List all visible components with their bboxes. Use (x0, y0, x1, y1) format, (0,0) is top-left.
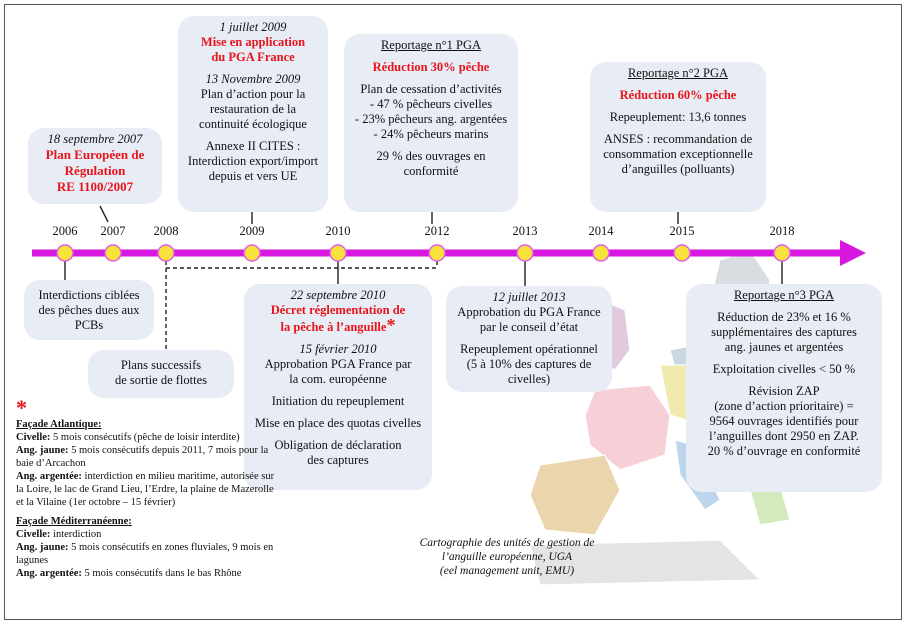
legend-med-argentee: Ang. argentée: 5 mois consécutifs dans l… (16, 567, 278, 580)
box-2009-title1: Mise en application du PGA France (200, 35, 306, 64)
box-2007-date: 18 septembre 2007 (47, 132, 143, 146)
box-2010-title-wrap: Décret réglementation de la pêche à l’an… (244, 303, 432, 335)
legend-med-civelle: Civelle: interdiction (16, 528, 278, 541)
timeline-dot-2009 (243, 244, 261, 262)
legend-med-jaune-label: Ang. jaune: (16, 542, 69, 553)
timeline-arrowhead (840, 240, 866, 266)
box-2015-reportage2: Reportage n°2 PGA Réduction 60% pêche Re… (590, 62, 766, 212)
box-2010-text1: Approbation PGA France par la com. europ… (264, 357, 412, 386)
legend-med-civelle-text: interdiction (50, 529, 102, 540)
box-2013-text2: Repeuplement opérationnel (5 à 10% des c… (460, 342, 598, 386)
year-label-2006: 2006 (52, 224, 78, 238)
box-2010-text2: Initiation du repeuplement (271, 394, 405, 408)
box-2013-date: 12 juillet 2013 (492, 290, 566, 304)
map-caption: Cartographie des unités de gestion de l’… (419, 537, 595, 577)
box-2010-date1: 22 septembre 2010 (290, 288, 386, 302)
timeline-dot-2006 (56, 244, 74, 262)
year-label-2014: 2014 (588, 224, 614, 238)
box-2008-text: Plans successifs de sortie de flottes (115, 358, 207, 387)
box-2018-title: Reportage n°3 PGA (733, 288, 835, 302)
map-region-africa (529, 539, 762, 586)
legend-med-title: Façade Méditerranéenne: (16, 516, 132, 527)
year-label-2010: 2010 (325, 224, 351, 238)
box-2012-text2: 29 % des ouvrages en conformité (376, 149, 486, 178)
timeline-dot-2007 (104, 244, 122, 262)
box-2009-text1: Plan d’action pour la restauration de la… (199, 87, 307, 131)
box-2012-text1: Plan de cessation d’activités - 47 % pêc… (354, 82, 508, 141)
box-2008-plans-sortie: Plans successifs de sortie de flottes (88, 350, 234, 398)
box-2010-decret: 22 septembre 2010 Décret réglementation … (244, 284, 432, 490)
legend-atl-argentee-text: interdiction en milieu maritime, autoris… (16, 471, 275, 508)
legend-atl-civelle-text: 5 mois consécutifs (pêche de loisir inte… (50, 432, 240, 443)
timeline-dot-2012 (428, 244, 446, 262)
box-2009-date2: 13 Novembre 2009 (205, 72, 301, 86)
legend-med-jaune: Ang. jaune: 5 mois consécutifs en zones … (16, 541, 278, 567)
legend-atl-argentee-label: Ang. argentée: (16, 471, 82, 482)
box-2012-title: Reportage n°1 PGA (380, 38, 482, 52)
map-region-france (584, 384, 671, 471)
box-2007-title: Plan Européen de Régulation RE 1100/2007 (45, 147, 145, 194)
box-2015-title: Reportage n°2 PGA (627, 66, 729, 80)
timeline-dot-2013 (516, 244, 534, 262)
map-region-iberia (529, 454, 621, 536)
legend-atl-jaune-label: Ang. jaune: (16, 445, 69, 456)
year-label-2007: 2007 (100, 224, 126, 238)
box-2018-text3: Révision ZAP (zone d’action prioritaire)… (707, 384, 861, 458)
box-2012-highlight: Réduction 30% pêche (372, 60, 490, 74)
box-2018-text2: Exploitation civelles < 50 % (712, 362, 856, 376)
box-2010-text4: Obligation de déclaration des captures (274, 438, 402, 467)
box-2009-pga-france: 1 juillet 2009 Mise en application du PG… (178, 16, 328, 212)
box-2006-pcb: Interdictions ciblées des pêches dues au… (24, 280, 154, 340)
box-2012-reportage1: Reportage n°1 PGA Réduction 30% pêche Pl… (344, 34, 518, 212)
box-2013-text1: Approbation du PGA France par le conseil… (457, 305, 601, 334)
connector-2007 (99, 205, 109, 223)
timeline-dots (56, 244, 791, 262)
timeline-dot-2010 (329, 244, 347, 262)
year-label-2018: 2018 (769, 224, 795, 238)
legend-med-civelle-label: Civelle: (16, 529, 51, 540)
legend-fishing-seasons: * Façade Atlantique: Civelle: 5 mois con… (16, 395, 278, 580)
year-label-2008: 2008 (153, 224, 179, 238)
legend-atl-argentee: Ang. argentée: interdiction en milieu ma… (16, 470, 278, 509)
connectors (64, 205, 783, 350)
year-label-2012: 2012 (424, 224, 450, 238)
box-2013-approbation: 12 juillet 2013 Approbation du PGA Franc… (446, 286, 612, 392)
timeline-dot-2014 (592, 244, 610, 262)
legend-med-jaune-text: 5 mois consécutifs en zones fluviales, 9… (16, 542, 274, 566)
legend-med-argentee-text: 5 mois consécutifs dans le bas Rhône (81, 568, 242, 579)
figure-frame (4, 4, 902, 620)
box-2018-reportage3: Reportage n°3 PGA Réduction de 23% et 16… (686, 284, 882, 492)
timeline-dot-2018 (773, 244, 791, 262)
legend-med-argentee-label: Ang. argentée: (16, 568, 82, 579)
box-2018-text1: Réduction de 23% et 16 % supplémentaires… (711, 310, 857, 354)
box-2010-text3: Mise en place des quotas civelles (254, 416, 422, 430)
box-2009-date1: 1 juillet 2009 (219, 20, 287, 34)
legend-atl-civelle-label: Civelle: (16, 432, 51, 443)
box-2010-star: * (386, 315, 396, 335)
timeline-dot-2008 (157, 244, 175, 262)
box-2007-plan-europeen: 18 septembre 2007 Plan Européen de Régul… (28, 128, 162, 204)
legend-atl-civelle: Civelle: 5 mois consécutifs (pêche de lo… (16, 431, 278, 444)
box-2015-text2: ANSES : recommandation de consommation e… (603, 132, 753, 176)
year-label-2015: 2015 (669, 224, 695, 238)
box-2015-text1: Repeuplement: 13,6 tonnes (609, 110, 747, 124)
box-2006-text: Interdictions ciblées des pêches dues au… (38, 288, 140, 332)
box-2015-highlight: Réduction 60% pêche (619, 88, 737, 102)
legend-atl-jaune-text: 5 mois consécutifs depuis 2011, 7 mois p… (16, 445, 269, 469)
legend-atl-jaune: Ang. jaune: 5 mois consécutifs depuis 20… (16, 444, 278, 470)
year-label-2009: 2009 (239, 224, 265, 238)
box-2010-date2: 15 février 2010 (299, 342, 377, 356)
legend-star: * (16, 395, 27, 420)
legend-atlantic-title: Façade Atlantique: (16, 419, 102, 430)
year-label-2013: 2013 (512, 224, 538, 238)
box-2010-title: Décret réglementation de la pêche à l’an… (270, 303, 406, 334)
timeline-dot-2015 (673, 244, 691, 262)
box-2009-text2: Annexe II CITES : Interdiction export/im… (187, 139, 319, 183)
